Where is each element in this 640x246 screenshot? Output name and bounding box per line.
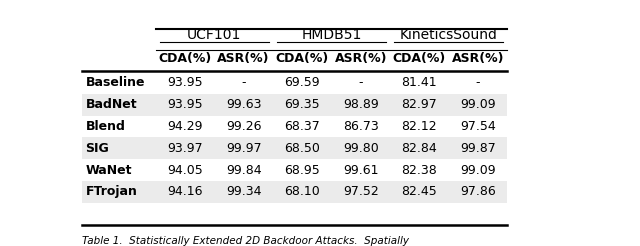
Text: CDA(%): CDA(%)	[392, 52, 446, 65]
Text: ASR(%): ASR(%)	[218, 52, 270, 65]
Text: 93.97: 93.97	[167, 142, 203, 155]
Text: 81.41: 81.41	[401, 77, 437, 90]
Text: BadNet: BadNet	[86, 98, 137, 111]
Text: 86.73: 86.73	[343, 120, 379, 133]
Text: 82.12: 82.12	[401, 120, 437, 133]
Text: 99.97: 99.97	[226, 142, 262, 155]
Text: CDA(%): CDA(%)	[159, 52, 212, 65]
Bar	[83, 181, 507, 203]
Text: Baseline: Baseline	[86, 77, 145, 90]
Text: 68.50: 68.50	[284, 142, 320, 155]
Text: 99.09: 99.09	[460, 164, 495, 177]
Text: 97.54: 97.54	[460, 120, 495, 133]
Text: UCF101: UCF101	[188, 28, 242, 42]
Text: Table 1.  Statistically Extended 2D Backdoor Attacks.  Spatially: Table 1. Statistically Extended 2D Backd…	[83, 236, 410, 246]
Text: 99.84: 99.84	[226, 164, 262, 177]
Text: 99.80: 99.80	[343, 142, 379, 155]
Text: 99.63: 99.63	[226, 98, 261, 111]
Bar	[83, 72, 507, 94]
Text: -: -	[476, 77, 480, 90]
Text: 93.95: 93.95	[167, 77, 203, 90]
Text: 99.26: 99.26	[226, 120, 261, 133]
Bar	[83, 94, 507, 116]
Text: KineticsSound: KineticsSound	[399, 28, 497, 42]
Text: 68.37: 68.37	[284, 120, 320, 133]
Text: 68.95: 68.95	[284, 164, 320, 177]
Text: HMDB51: HMDB51	[301, 28, 362, 42]
Text: 82.84: 82.84	[401, 142, 437, 155]
Text: 94.05: 94.05	[167, 164, 203, 177]
Text: -: -	[241, 77, 246, 90]
Bar	[83, 116, 507, 138]
Text: 82.97: 82.97	[401, 98, 437, 111]
Bar	[83, 159, 507, 181]
Text: 99.61: 99.61	[343, 164, 378, 177]
Text: 94.16: 94.16	[168, 185, 203, 199]
Text: 82.38: 82.38	[401, 164, 437, 177]
Text: 94.29: 94.29	[168, 120, 203, 133]
Text: 97.52: 97.52	[343, 185, 379, 199]
Text: 69.35: 69.35	[284, 98, 320, 111]
Text: 69.59: 69.59	[284, 77, 320, 90]
Text: FTrojan: FTrojan	[86, 185, 138, 199]
Text: WaNet: WaNet	[86, 164, 132, 177]
Text: 82.45: 82.45	[401, 185, 437, 199]
Text: 68.10: 68.10	[284, 185, 320, 199]
Text: ASR(%): ASR(%)	[335, 52, 387, 65]
Text: 97.86: 97.86	[460, 185, 495, 199]
Text: 93.95: 93.95	[167, 98, 203, 111]
Text: ASR(%): ASR(%)	[452, 52, 504, 65]
Text: 99.09: 99.09	[460, 98, 495, 111]
Text: 99.34: 99.34	[226, 185, 261, 199]
Text: -: -	[358, 77, 363, 90]
Text: Blend: Blend	[86, 120, 125, 133]
Text: SIG: SIG	[86, 142, 109, 155]
Text: CDA(%): CDA(%)	[276, 52, 329, 65]
Text: 99.87: 99.87	[460, 142, 495, 155]
Text: 98.89: 98.89	[343, 98, 379, 111]
Bar	[83, 138, 507, 159]
